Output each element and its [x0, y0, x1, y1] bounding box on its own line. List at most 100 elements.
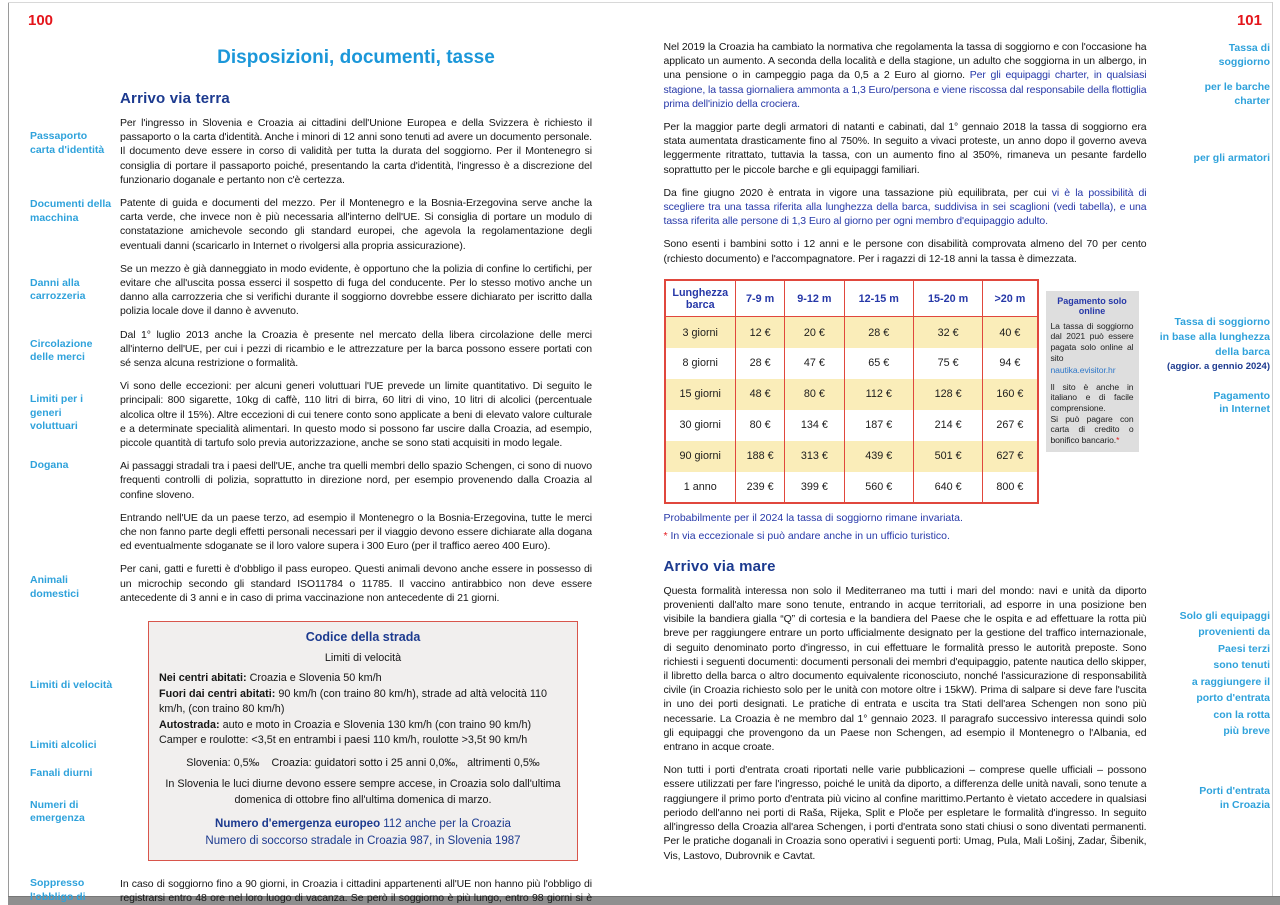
table-cell: 128 € [912, 378, 983, 410]
margin-label-passaporto: Passaporto carta d'identità [30, 130, 105, 156]
paragraph-esenzioni: Sono esenti i bambini sotto i 12 anni e … [663, 238, 1147, 265]
tax-table-group: Lunghezza barca 7-9 m 9-12 m 12-15 m 15-20 m… [663, 278, 1139, 504]
margin-label-limiti-generi: Limiti per i generi voluttuari [30, 393, 84, 433]
payment-online-box: Pagamento solo online La tassa di soggio… [1045, 290, 1139, 453]
table-header-row: Lunghezza barca 7-9 m 9-12 m 12-15 m 15-20 m… [664, 279, 1038, 318]
table-cell: 20 € [784, 316, 845, 348]
note-tassa-2024: Probabilmente per il 2024 la tassa di so… [663, 511, 963, 524]
paragraph-row: Dogana Ai passaggi stradali tra i paesi … [30, 459, 641, 502]
table-cell: 188 € [734, 440, 785, 472]
paragraph-black-part: Nel 2019 la Croazia ha cambiato la norma… [663, 41, 1147, 82]
table-row-label: 90 giorni [664, 440, 736, 472]
margin-label-fanali-diurni: Fanali diurni [30, 767, 93, 780]
table-cell: 75 € [912, 347, 983, 379]
alcohol-limits: Slovenia: 0,5‰ Croazia: guidatori sotto … [186, 756, 540, 769]
table-cell: 239 € [734, 471, 785, 503]
table-cell: 134 € [784, 409, 845, 441]
margin-label-aggiornamento: (aggior. a gennio 2024) [1167, 360, 1270, 372]
table-cell: 12 € [734, 316, 785, 348]
table-cell: 160 € [982, 378, 1038, 410]
roadside-assistance-line: Numero di soccorso stradale in Croazia 9… [205, 835, 521, 848]
margin-label-circolazione-merci: Circolazione delle merci [30, 337, 93, 364]
paragraph-paese-terzo: Entrando nell'UE da un paese terzo, ad e… [120, 511, 592, 553]
table-cell: 32 € [912, 316, 983, 348]
table-cell: 47 € [784, 347, 845, 379]
paragraph-tassazione-equilibrata: Da fine giugno 2020 è entrata in vigore … [664, 186, 1147, 229]
table-cell: 94 € [982, 347, 1038, 379]
paragraph-row: Passaporto carta d'identità Per l'ingres… [30, 116, 641, 187]
margin-label-barche-charter: per le barche charter [1204, 81, 1270, 107]
table-row-label: 1 anno [683, 480, 717, 493]
table-row: 30 giorni 80 €134 €187 €214 €267 € [665, 409, 1038, 441]
paragraph-row: Circolazione delle merci Dal 1° luglio 2… [30, 328, 641, 371]
margin-label-tassa-lunghezza: Tassa di soggiorno in base alla lunghezz… [1159, 315, 1270, 358]
table-cell: 560 € [843, 471, 914, 503]
margin-label-armatori: per gli armatori [1193, 152, 1270, 165]
table-row: 1 anno 239 €399 €560 €640 €800 € [665, 471, 1038, 503]
margin-label-tassa-soggiorno: Tassa di soggiorno [1218, 42, 1270, 68]
table-row-label: 3 giorni [664, 316, 736, 348]
paragraph-row: Entrando nell'UE da un paese terzo, ad e… [30, 511, 641, 554]
footnote-asterisk: * [663, 529, 668, 542]
margin-label-dogana: Dogana [30, 459, 69, 472]
table-cell: 439 € [843, 440, 914, 472]
evisitor-link[interactable]: nautika.evisitor.hr [1050, 365, 1116, 376]
road-box-subtitle: Limiti di velocità [324, 652, 402, 665]
table-cell: 627 € [982, 440, 1038, 472]
table-cell: 800 € [982, 471, 1038, 503]
paragraph-row: Sono esenti i bambini sotto i 12 anni e … [664, 237, 1271, 265]
margin-label-porti-entrata: Porti d'entrata in Croazia [1199, 785, 1270, 811]
paragraph-limiti-generi: Vi sono delle eccezioni: per alcuni gene… [120, 380, 592, 450]
page-edge-top [8, 2, 1273, 3]
table-cell: 267 € [982, 409, 1038, 441]
paragraph-circolazione: Dal 1° luglio 2013 anche la Croazia è pr… [120, 328, 592, 370]
table-column-header: 15-20 m [912, 279, 983, 318]
table-cell: 187 € [843, 409, 914, 441]
margin-label-limiti-alcolici: Limiti alcolici [30, 738, 97, 751]
paragraph-soggiorno: In caso di soggiorno fino a 90 giorni, i… [120, 878, 592, 905]
table-cell: 40 € [982, 316, 1038, 348]
paragraph-blue-part: Per gli equipaggi charter, in qualsiasi … [663, 69, 1147, 110]
paragraph-armatori: Per la maggior parte degli armatori di n… [663, 121, 1147, 176]
margin-label-danni-carrozzeria: Danni alla carrozzeria [30, 276, 86, 303]
tax-table-row: Lunghezza barca 7-9 m 9-12 m 12-15 m 15-20 m… [663, 278, 1270, 504]
page-title: Disposizioni, documenti, tasse [217, 47, 495, 68]
table-row: 8 giorni 28 €47 €65 €75 €94 € [665, 347, 1038, 379]
road-code-box: Codice della strada Limiti di velocità N… [148, 621, 578, 862]
paragraph-row: Danni alla carrozzeria Se un mezzo è già… [30, 262, 641, 319]
table-cell: 214 € [912, 409, 983, 441]
page-101: 101 Nel 2019 la Croazia ha cambiato la n… [641, 3, 1273, 895]
paragraph-tassa-soggiorno: Nel 2019 la Croazia ha cambiato la norma… [664, 40, 1147, 111]
paragraph-row: Documenti della macchina Patente di guid… [30, 196, 641, 253]
table-corner-cell: Lunghezza barca [664, 279, 736, 318]
speed-limit-extraurban: Fuori dai centri abitati: 90 km/h (con t… [159, 687, 548, 716]
road-code-row: Limiti di velocità Limiti alcolici Fanal… [30, 621, 641, 862]
section-heading-arrivo-via-mare: Arrivo via mare [663, 557, 776, 575]
paragraph-arrivo-mare: Questa formalità interessa non solo il M… [663, 584, 1147, 754]
payment-box-body2: Il sito è anche in italiano e di facile … [1050, 381, 1134, 413]
paragraph-documenti: Patente di guida e documenti del mezzo. … [120, 197, 592, 252]
table-cell: 501 € [912, 440, 983, 472]
daytime-lights-rule: In Slovenia le luci diurne devono essere… [165, 778, 561, 806]
margin-label-documenti-macchina: Documenti della macchina [30, 198, 112, 224]
table-row-label: 30 giorni [679, 419, 721, 432]
tourist-tax-table: Lunghezza barca 7-9 m 9-12 m 12-15 m 15-20 m… [663, 278, 1039, 504]
paragraph-dogana: Ai passaggi stradali tra i paesi dell'UE… [120, 460, 592, 501]
table-row: 90 giorni 188 €313 €439 €501 €627 € [664, 440, 1038, 472]
table-cell: 80 € [734, 409, 785, 441]
paragraph-passaporto: Per l'ingresso in Slovenia e Croazia ai … [120, 117, 593, 186]
table-column-header: 9-12 m [784, 279, 845, 318]
table-cell: 65 € [843, 347, 914, 379]
table-cell: 640 € [912, 471, 983, 503]
payment-box-body3: Si può pagare con carta di credito o bon… [1050, 413, 1134, 445]
paragraph-row: Soppresso l'obbligo di registrazione Sog… [30, 877, 641, 905]
table-column-header: 12-15 m [843, 279, 914, 318]
table-cell: 112 € [843, 378, 914, 410]
table-cell: 28 € [843, 316, 914, 348]
paragraph-animali: Per cani, gatti e furetti è d'obbligo il… [120, 563, 592, 604]
table-row-label: 8 giorni [682, 357, 718, 370]
margin-label-soppresso-registrazione: Soppresso l'obbligo di registrazione [30, 877, 95, 905]
emergency-number-line: Numero d'emergenza europeo 112 anche per… [215, 818, 511, 831]
margin-label-limiti-velocita: Limiti di velocità [30, 679, 113, 692]
speed-limit-camper: Camper e roulotte: <3,5t en entrambi i p… [159, 734, 528, 747]
